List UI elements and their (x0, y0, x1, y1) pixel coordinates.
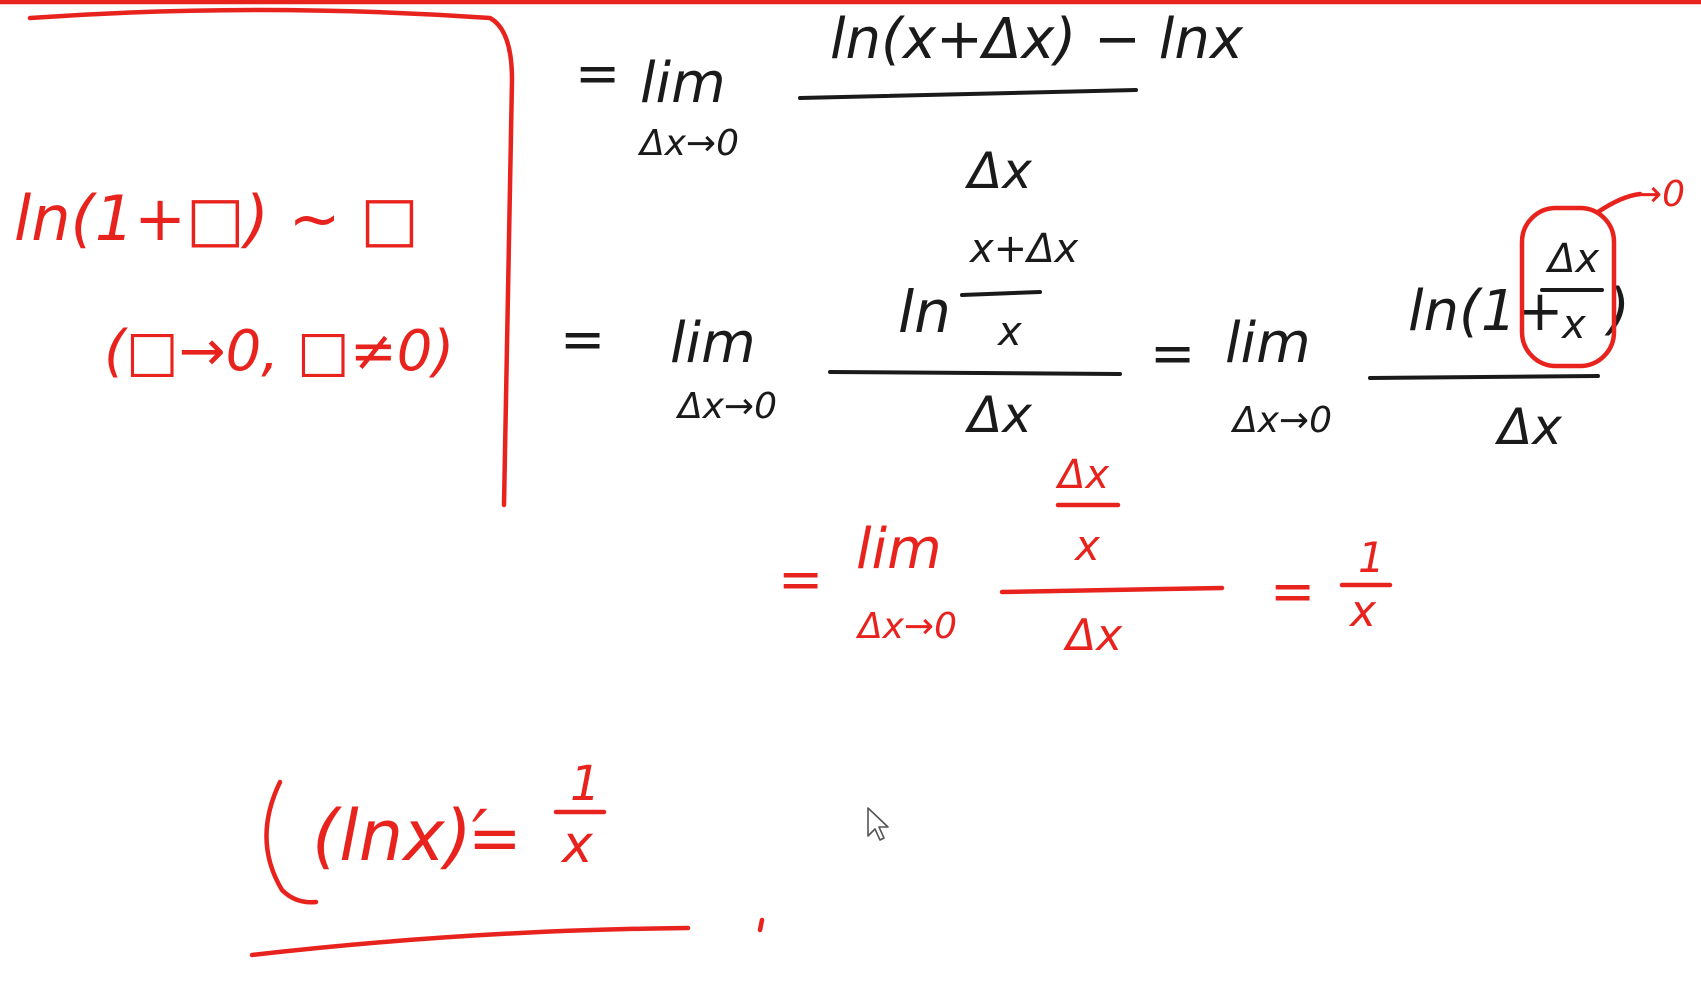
step2-inner-bottom: x (996, 309, 1022, 355)
step2-numerator-ln: ln (898, 278, 951, 346)
result-rhs-bottom: x (560, 815, 594, 875)
step3-lim-sub: Δx→0 (1230, 400, 1332, 441)
step3-equals: = (1150, 322, 1195, 385)
step1-numerator: ln(x+Δx) − lnx (830, 7, 1244, 72)
result-equals: = (468, 802, 522, 876)
step4-inner-bottom: x (1073, 521, 1101, 570)
step4-result-bottom: x (1348, 586, 1377, 637)
step1-lim-sub: Δx→0 (637, 123, 739, 164)
step3-inner-top: Δx (1545, 236, 1599, 282)
step3-denominator: Δx (1494, 398, 1562, 456)
step1-lim: lim (640, 51, 726, 116)
step2-inner-bar (960, 290, 1042, 297)
step1-denominator: Δx (964, 142, 1032, 200)
step4-inner-top: Δx (1055, 452, 1109, 498)
step2-lim: lim (670, 311, 756, 376)
step3-fraction-bar (1368, 374, 1600, 380)
step4-lim: lim (856, 517, 942, 582)
step3-highlight-circle (1519, 205, 1617, 369)
step3-numerator-ln: ln(1+ (1408, 279, 1563, 344)
result-rhs-top: 1 (570, 756, 601, 812)
step3-lim: lim (1225, 311, 1311, 376)
step1-equals: = (575, 42, 620, 105)
step4-denominator: Δx (1063, 610, 1123, 661)
note-box-border (27, 7, 515, 508)
result-left-bracket (264, 779, 319, 905)
step3-inner-bottom: x (1560, 302, 1586, 348)
step4-equals: = (778, 548, 823, 611)
mouse-pointer-icon (867, 807, 889, 841)
step3-annotation-arrow (1595, 191, 1643, 215)
rule-condition: (□→0, □≠0) (104, 319, 454, 384)
result-lhs: (lnx)′ (312, 795, 488, 877)
step4-fraction-bar (999, 585, 1225, 595)
step2-lim-sub: Δx→0 (675, 386, 777, 427)
step2-denominator: Δx (964, 386, 1032, 444)
step3-annotation: →0 (1632, 174, 1685, 215)
step2-fraction-bar (828, 370, 1122, 376)
step4-equals-2: = (1270, 560, 1315, 623)
step2-inner-top: x+Δx (968, 226, 1079, 272)
step4-result-top: 1 (1358, 533, 1385, 582)
result-underline (249, 925, 691, 958)
step3-numerator-close: ) (1604, 277, 1630, 342)
step4-lim-sub: Δx→0 (855, 606, 957, 647)
step1-fraction-bar (798, 88, 1138, 100)
stray-mark (757, 917, 765, 933)
step2-equals: = (560, 308, 605, 371)
rule-text: ln(1+□) ~ □ (14, 182, 419, 255)
